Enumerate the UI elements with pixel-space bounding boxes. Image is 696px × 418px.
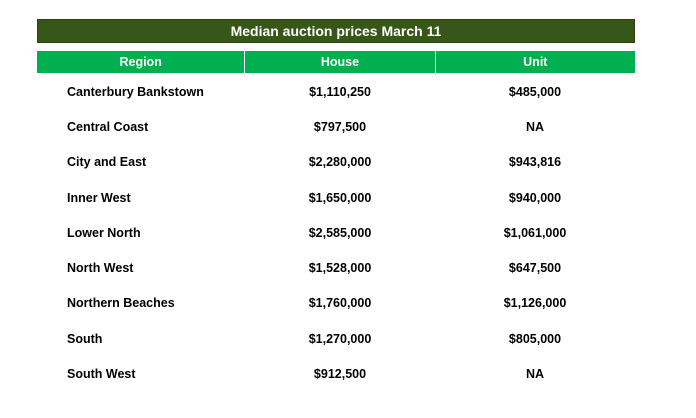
house-cell: $1,528,000	[308, 261, 372, 276]
unit-cell: $647,500	[508, 261, 562, 276]
header-unit: Unit	[434, 51, 635, 73]
unit-cell: $805,000	[508, 331, 562, 346]
unit-cell: NA	[525, 119, 545, 134]
table-row: Northern Beaches $1,760,000 $1,126,000	[37, 286, 635, 321]
table-row: South West $912,500 NA	[37, 356, 635, 391]
price-table: Median auction prices March 11 Region Ho…	[37, 19, 635, 392]
house-cell: $1,270,000	[308, 331, 372, 346]
unit-cell: $940,000	[508, 190, 562, 205]
table-row: Lower North $2,585,000 $1,061,000	[37, 215, 635, 250]
house-cell: $2,280,000	[308, 155, 372, 170]
region-cell: North West	[67, 261, 134, 276]
table-row: Canterbury Bankstown $1,110,250 $485,000	[37, 74, 635, 109]
house-cell: $797,500	[313, 119, 367, 134]
table-row: City and East $2,280,000 $943,816	[37, 145, 635, 180]
table-row: North West $1,528,000 $647,500	[37, 250, 635, 285]
table-body: Canterbury Bankstown $1,110,250 $485,000 Ce…	[37, 74, 635, 392]
unit-cell: $1,126,000	[503, 296, 567, 311]
unit-cell: $1,061,000	[503, 225, 567, 240]
table-row: Inner West $1,650,000 $940,000	[37, 180, 635, 215]
house-cell: $2,585,000	[308, 225, 372, 240]
header-region: Region	[37, 51, 245, 73]
region-cell: City and East	[67, 155, 147, 170]
unit-cell: $943,816	[508, 155, 562, 170]
house-cell: $1,650,000	[308, 190, 372, 205]
unit-cell: NA	[525, 367, 545, 382]
region-cell: South	[67, 331, 103, 346]
header-house: House	[244, 51, 435, 73]
region-cell: Inner West	[67, 190, 131, 205]
region-cell: South West	[67, 367, 136, 382]
house-cell: $912,500	[313, 367, 367, 382]
region-cell: Central Coast	[67, 119, 149, 134]
house-cell: $1,110,250	[309, 84, 371, 99]
table-title: Median auction prices March 11	[37, 19, 635, 43]
region-cell: Canterbury Bankstown	[67, 84, 204, 99]
region-cell: Northern Beaches	[67, 296, 175, 311]
house-cell: $1,760,000	[308, 296, 372, 311]
region-cell: Lower North	[67, 225, 141, 240]
unit-cell: $485,000	[508, 84, 562, 99]
table-header: Region House Unit	[37, 51, 635, 73]
table-row: Central Coast $797,500 NA	[37, 109, 635, 144]
table-row: South $1,270,000 $805,000	[37, 321, 635, 356]
